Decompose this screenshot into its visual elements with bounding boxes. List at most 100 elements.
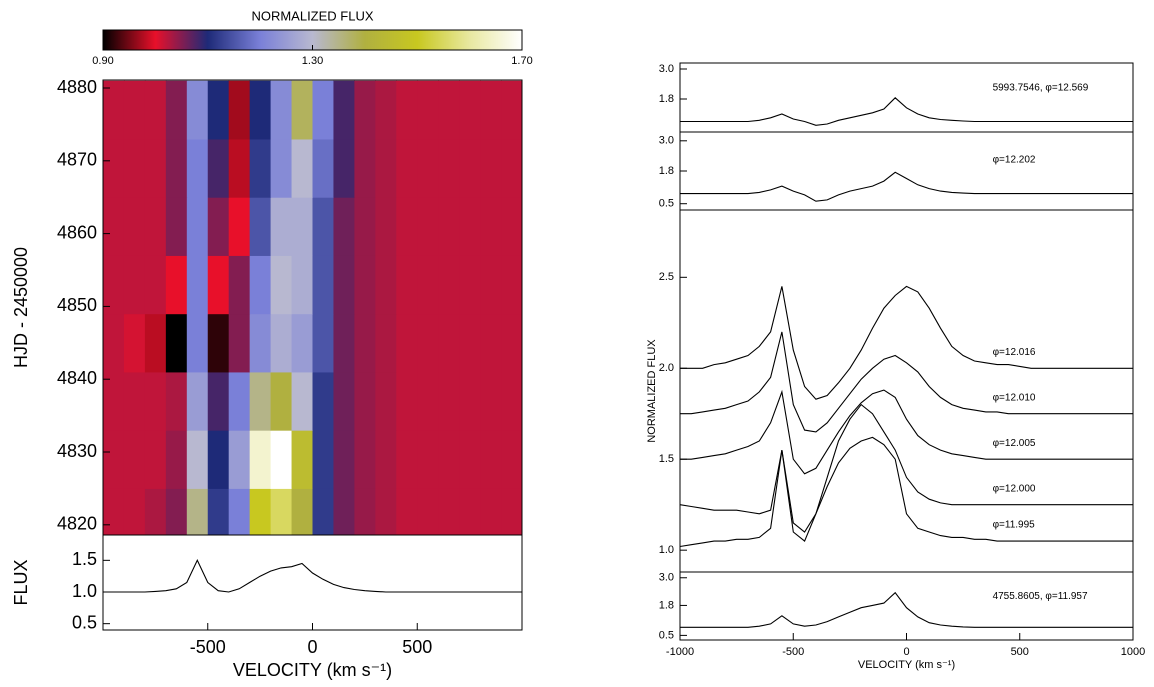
plot-frame	[679, 571, 1134, 641]
heatmap	[103, 80, 522, 535]
heatmap-cell	[123, 430, 146, 489]
series-label: φ=12.000	[993, 483, 1036, 494]
x-tick-label: -500	[190, 637, 226, 657]
y-tick-label: 2.0	[659, 362, 674, 374]
spectrum-line	[680, 171, 1133, 202]
heatmap-cell	[123, 255, 146, 315]
heatmap-cell	[354, 313, 376, 373]
y-tick-label: 0.5	[659, 198, 674, 210]
heatmap-cell	[207, 430, 230, 489]
heatmap-cell	[333, 138, 355, 198]
heatmap-cell	[249, 371, 272, 431]
heatmap-cell	[375, 430, 397, 489]
heatmap-cell	[144, 80, 167, 140]
heatmap-cell	[396, 430, 418, 489]
heatmap-cell	[207, 255, 230, 315]
heatmap-cell	[417, 255, 439, 315]
heatmap-cell	[270, 430, 293, 489]
y-axis-label: HJD - 2450000	[11, 247, 31, 368]
heatmap-cell	[249, 313, 272, 373]
heatmap-cell	[333, 430, 355, 489]
heatmap-cell	[144, 255, 167, 315]
heatmap-cell	[186, 80, 209, 140]
heatmap-cell	[375, 197, 397, 256]
y-tick-label: 3.0	[659, 63, 674, 75]
x-axis-label: VELOCITY (km s⁻¹)	[858, 659, 955, 671]
y-tick-label: 4820	[57, 514, 97, 534]
y-axis-label: NORMALIZED FLUX	[646, 339, 658, 443]
heatmap-cell	[207, 197, 230, 256]
heatmap-cell	[396, 197, 418, 256]
heatmap-cell	[459, 430, 481, 489]
heatmap-cell	[396, 255, 418, 315]
heatmap-cell	[144, 488, 167, 535]
heatmap-cell	[123, 197, 146, 256]
spectrum-line	[679, 436, 1133, 548]
heatmap-cell	[312, 430, 334, 489]
y-tick-label: 4840	[57, 368, 97, 388]
x-tick-label: 500	[402, 637, 432, 657]
heatmap-cell	[207, 371, 230, 431]
heatmap-cell	[165, 488, 188, 535]
heatmap-cell	[375, 138, 397, 198]
panel-annotation: 5993.7546, φ=12.569	[993, 82, 1089, 93]
heatmap-cell	[165, 371, 188, 431]
y-tick-label: 1.0	[659, 544, 674, 556]
heatmap-cell	[354, 430, 376, 489]
heatmap-cell	[207, 138, 230, 198]
heatmap-cell	[270, 255, 293, 315]
y-tick-label: 1.8	[659, 93, 674, 105]
spectrum-line	[680, 389, 1133, 475]
heatmap-cell	[333, 488, 355, 535]
y-tick-label: 1.0	[72, 581, 97, 601]
heatmap-cell	[249, 80, 272, 140]
y-tick-label: 3.0	[659, 572, 674, 584]
heatmap-cell	[333, 371, 355, 431]
x-axis-label: VELOCITY (km s⁻¹)	[233, 660, 392, 680]
y-tick-label: 3.0	[659, 135, 674, 147]
y-tick-label: 4880	[57, 77, 97, 97]
heatmap-cell	[103, 430, 125, 489]
heatmap-cell	[228, 255, 251, 315]
panel-annotation: 4755.8605, φ=11.957	[993, 591, 1088, 602]
series-label: φ=11.995	[993, 520, 1036, 531]
heatmap-cell	[270, 488, 293, 535]
heatmap-cell	[123, 488, 146, 535]
heatmap-cell	[165, 138, 188, 198]
heatmap-cell	[186, 371, 209, 431]
heatmap-cell	[103, 371, 125, 431]
heatmap-cell	[459, 255, 481, 315]
y-tick-label: 4860	[57, 222, 97, 242]
spectrum-line	[680, 331, 1133, 433]
plot-frame	[679, 131, 1134, 211]
colorbar-tick-label: 1.70	[511, 55, 532, 67]
heatmap-cell	[103, 488, 125, 535]
series-label: φ=12.010	[993, 392, 1036, 403]
heatmap-cell	[480, 80, 502, 140]
heatmap-cell	[207, 488, 230, 535]
heatmap-cell	[480, 313, 502, 373]
heatmap-cell	[186, 197, 209, 256]
heatmap-cell	[480, 197, 502, 256]
heatmap-cell	[333, 313, 355, 373]
y-tick-label: 1.8	[659, 165, 674, 177]
heatmap-cell	[354, 371, 376, 431]
heatmap-cell	[438, 138, 460, 198]
spectrum-line	[680, 285, 1133, 400]
series-label: φ=12.016	[993, 347, 1036, 358]
heatmap-cell	[417, 430, 439, 489]
heatmap-cell	[438, 80, 460, 140]
heatmap-cell	[417, 197, 439, 256]
heatmap-cell	[396, 313, 418, 373]
heatmap-cell	[501, 255, 522, 315]
heatmap-cell	[375, 255, 397, 315]
heatmap-cell	[333, 80, 355, 140]
heatmap-cell	[270, 197, 293, 256]
x-tick-label: 0	[307, 637, 317, 657]
heatmap-cell	[501, 313, 522, 373]
heatmap-cell	[417, 138, 439, 198]
heatmap-cell	[417, 313, 439, 373]
heatmap-cell	[144, 138, 167, 198]
heatmap-cell	[480, 255, 502, 315]
heatmap-cell	[396, 488, 418, 535]
